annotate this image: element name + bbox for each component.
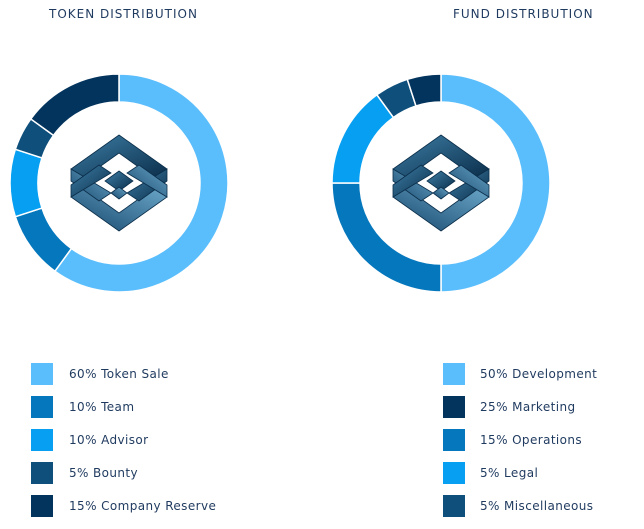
- chart-title: TOKEN DISTRIBUTION: [49, 7, 198, 21]
- fund-distribution-legend: 50% Development 25% Marketing 15% Operatio…: [443, 362, 597, 527]
- legend-swatch: [443, 395, 465, 418]
- legend-label: 25% Marketing: [480, 399, 576, 414]
- legend-swatch: [443, 494, 465, 517]
- donut-slice-2: [331, 182, 442, 293]
- legend-swatch: [443, 461, 465, 484]
- legend-swatch: [31, 362, 53, 385]
- token-distribution-panel: TOKEN DISTRIBUTION 60% Token Sale 10% Tea…: [9, 7, 229, 527]
- legend-label: 5% Bounty: [69, 465, 139, 480]
- legend-label: 50% Development: [480, 366, 598, 381]
- legend-item-5: 15% Company Reserve: [31, 494, 216, 517]
- legend-swatch: [443, 428, 465, 451]
- fund-distribution-panel: FUND DISTRIBUTION 50% Development 25% Mar…: [322, 0, 644, 529]
- legend-label: 15% Company Reserve: [69, 498, 217, 513]
- legend-label: 10% Advisor: [69, 432, 149, 447]
- legend-label: 60% Token Sale: [69, 366, 169, 381]
- diamond-lattice-logo-icon: [70, 134, 168, 232]
- legend-label: 5% Miscellaneous: [480, 498, 594, 513]
- donut-slice-1: [53, 73, 229, 293]
- legend-item-4: 5% Bounty: [31, 461, 216, 484]
- legend-label: 10% Team: [69, 399, 135, 414]
- donut-slice-1: [440, 73, 551, 293]
- legend-item-2: 25% Marketing: [443, 395, 597, 418]
- legend-item-5: 5% Miscellaneous: [443, 494, 597, 517]
- donut-slice-3: [9, 148, 43, 218]
- donut-slice-3: [331, 93, 395, 184]
- legend-swatch: [443, 362, 465, 385]
- legend-swatch: [31, 494, 53, 517]
- legend-item-4: 5% Legal: [443, 461, 597, 484]
- legend-item-1: 50% Development: [443, 362, 597, 385]
- fund-distribution-donut-chart: [331, 73, 551, 293]
- legend-swatch: [31, 428, 53, 451]
- legend-item-1: 60% Token Sale: [31, 362, 216, 385]
- legend-swatch: [31, 461, 53, 484]
- diamond-lattice-logo-icon: [392, 134, 490, 232]
- legend-item-2: 10% Team: [31, 395, 216, 418]
- donut-slice-5: [29, 73, 120, 137]
- donut-slice-5: [406, 73, 442, 107]
- legend-item-3: 15% Operations: [443, 428, 597, 451]
- token-distribution-donut-chart: [9, 73, 229, 293]
- legend-label: 15% Operations: [480, 432, 583, 447]
- legend-swatch: [31, 395, 53, 418]
- legend-item-3: 10% Advisor: [31, 428, 216, 451]
- token-distribution-legend: 60% Token Sale 10% Team 10% Advisor 5% Boun…: [31, 362, 216, 527]
- legend-label: 5% Legal: [480, 465, 539, 480]
- chart-title: FUND DISTRIBUTION: [453, 7, 594, 21]
